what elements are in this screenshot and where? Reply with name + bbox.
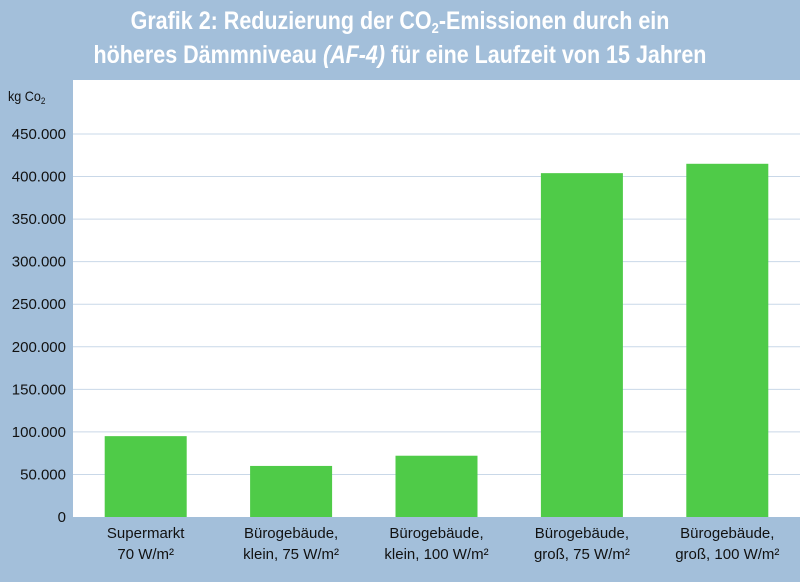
y-tick-label-1: 50.000 [20, 466, 66, 483]
x-tick-label-1-1: klein, 75 W/m² [243, 546, 339, 563]
title-emphasis: (AF-4) [322, 41, 386, 69]
title-line-1-text: Grafik 2: Reduzierung der CO [130, 7, 432, 35]
y-axis-unit-label: kg Co2 [8, 88, 45, 106]
y-tick-label-0: 0 [58, 509, 66, 526]
x-tick-label-2-0: Bürogebäude, [389, 525, 483, 542]
y-tick-label-2: 100.000 [12, 424, 66, 441]
title-line-2-suffix: für eine Laufzeit von 15 Jahren [385, 41, 707, 69]
x-tick-label-3-0: Bürogebäude, [535, 525, 629, 542]
unit-label-subscript: 2 [40, 96, 46, 106]
unit-label-text: kg Co [8, 88, 41, 104]
chart-title: Grafik 2: Reduzierung der CO2-Emissionen… [56, 4, 744, 72]
title-line-1: Grafik 2: Reduzierung der CO2-Emissionen… [56, 4, 744, 38]
title-line-2-text: höheres Dämmniveau [93, 41, 323, 69]
x-tick-label-2-1: klein, 100 W/m² [384, 546, 488, 563]
x-tick-label-4-1: groß, 100 W/m² [675, 546, 779, 563]
x-tick-label-3-1: groß, 75 W/m² [534, 546, 630, 563]
y-tick-label-7: 350.000 [12, 211, 66, 228]
title-line-2: höheres Dämmniveau (AF-4) für eine Laufz… [56, 38, 744, 72]
x-tick-label-0-0: Supermarkt [107, 525, 185, 542]
x-tick-label-1-0: Bürogebäude, [244, 525, 338, 542]
y-tick-label-8: 400.000 [12, 169, 66, 186]
bar-4 [686, 163, 769, 518]
bar-0 [104, 436, 187, 517]
bar-3 [540, 173, 623, 517]
y-tick-label-3: 150.000 [12, 381, 66, 398]
y-tick-label-4: 200.000 [12, 339, 66, 356]
x-tick-label-0-1: 70 W/m² [117, 546, 174, 563]
y-tick-label-5: 250.000 [12, 296, 66, 313]
bar-2 [395, 455, 478, 517]
bar-1 [250, 465, 333, 517]
plot-area [73, 80, 800, 517]
x-tick-label-4-0: Bürogebäude, [680, 525, 774, 542]
title-line-1-suffix: -Emissionen durch ein [438, 7, 670, 35]
y-tick-label-9: 450.000 [12, 126, 66, 143]
title-subscript: 2 [431, 20, 439, 37]
y-tick-label-6: 300.000 [12, 254, 66, 271]
